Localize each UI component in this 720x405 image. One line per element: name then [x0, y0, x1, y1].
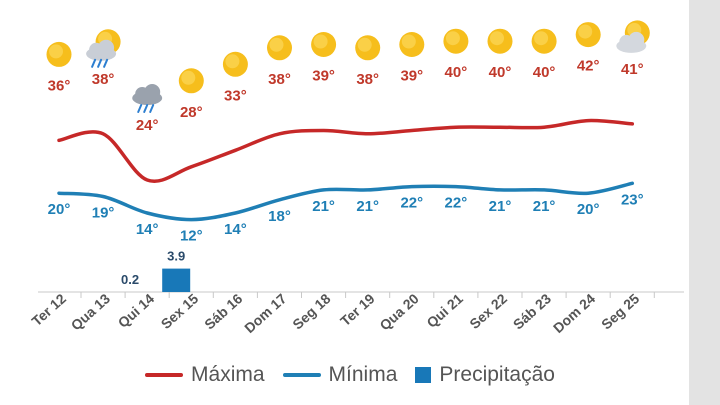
min-temp-label: 14°: [136, 221, 159, 238]
min-temp-label: 21°: [489, 198, 512, 215]
precipitation-label: 0.2: [121, 272, 139, 287]
legend-label-min: Mínima: [328, 363, 398, 386]
min-temp-label: 23°: [621, 191, 644, 208]
legend-item-max[interactable]: Máxima: [145, 363, 265, 387]
min-temp-label: 14°: [224, 221, 247, 238]
precipitation-bar[interactable]: [162, 268, 191, 292]
min-temp-label: 12°: [180, 228, 203, 245]
legend-label-precip: Precipitação: [439, 363, 555, 386]
x-tick-label: Dom 17: [241, 290, 289, 336]
max-temp-label: 41°: [621, 61, 644, 78]
legend: Máxima Mínima Precipitação: [145, 360, 555, 390]
max-temp-label: 38°: [268, 71, 291, 88]
x-tick-label: Ter 19: [337, 290, 378, 329]
series-lines: [57, 118, 635, 222]
legend-label-max: Máxima: [191, 363, 265, 386]
sun-icon: [46, 41, 72, 67]
min-temp-label: 21°: [533, 198, 556, 215]
min-temp-label: 18°: [268, 208, 291, 225]
legend-swatch-precip: [415, 367, 432, 383]
max-temp-label: 40°: [533, 64, 556, 81]
sun-icon: [311, 32, 337, 57]
max-temp-label: 24°: [136, 117, 159, 134]
max-temp-label: 40°: [445, 64, 468, 81]
precipitation-bars: [162, 268, 191, 292]
max-temp-label: 28°: [180, 104, 203, 121]
max-temp-label: 33°: [224, 87, 247, 104]
sun-cloud-icon: [616, 20, 650, 53]
sun-icon: [487, 28, 513, 54]
max-temp-label: 38°: [356, 71, 379, 88]
sun-icon: [399, 32, 425, 57]
series-line-max[interactable]: [57, 118, 635, 183]
x-tick-label: Seg 25: [598, 290, 642, 332]
x-tick-label: Qua 13: [68, 290, 114, 333]
legend-swatch-min: [282, 373, 321, 377]
max-temp-label: 42°: [577, 58, 600, 75]
min-temp-label: 21°: [356, 198, 379, 215]
legend-item-precip[interactable]: Precipitação: [415, 363, 555, 387]
x-tick-label: Seg 18: [289, 290, 333, 332]
min-temp-label: 22°: [400, 195, 423, 212]
x-tick-label: Qua 20: [376, 290, 422, 333]
precipitation-label: 3.9: [167, 249, 185, 264]
sun-icon: [443, 28, 469, 54]
x-tick-label: Qui 21: [423, 290, 466, 331]
weather-icons: [46, 20, 650, 113]
screen-edge: [689, 0, 720, 405]
min-temp-label: 20°: [48, 201, 71, 218]
max-temp-label: 36°: [48, 77, 71, 94]
legend-item-min[interactable]: Mínima: [282, 363, 398, 387]
sun-icon: [178, 68, 204, 94]
min-temp-label: 20°: [577, 201, 600, 218]
storm-cloud-icon: [132, 84, 163, 113]
max-temp-label: 39°: [400, 68, 423, 85]
sun-icon: [575, 22, 601, 48]
max-temp-label: 40°: [489, 64, 512, 81]
max-temp-label: 39°: [312, 68, 335, 85]
sun-icon: [355, 35, 381, 61]
x-tick-label: Sáb 16: [201, 290, 245, 332]
min-temp-label: 21°: [312, 198, 335, 215]
max-temp-label: 38°: [92, 71, 115, 88]
x-tick-label: Sáb 23: [510, 290, 554, 332]
x-tick-label: Ter 12: [28, 290, 69, 329]
min-temp-label: 22°: [445, 195, 468, 212]
x-tick-label: Qui 14: [115, 290, 158, 331]
sun-icon: [222, 51, 248, 77]
sun-icon: [531, 28, 557, 54]
legend-swatch-max: [145, 373, 184, 377]
sun-rain-cloud-icon: [86, 29, 121, 68]
min-temp-label: 19°: [92, 205, 115, 222]
x-tick-label: Dom 24: [550, 290, 598, 336]
data-labels: 0.2 3.9 36° 38° 24° 28° 33° 38° 39° 38° 39° 40° 40° 4…: [48, 58, 644, 287]
x-tick-label: Sex 15: [158, 290, 202, 332]
sun-icon: [267, 35, 292, 61]
series-line-min[interactable]: [57, 181, 635, 222]
x-tick-label: Sex 22: [466, 290, 510, 332]
